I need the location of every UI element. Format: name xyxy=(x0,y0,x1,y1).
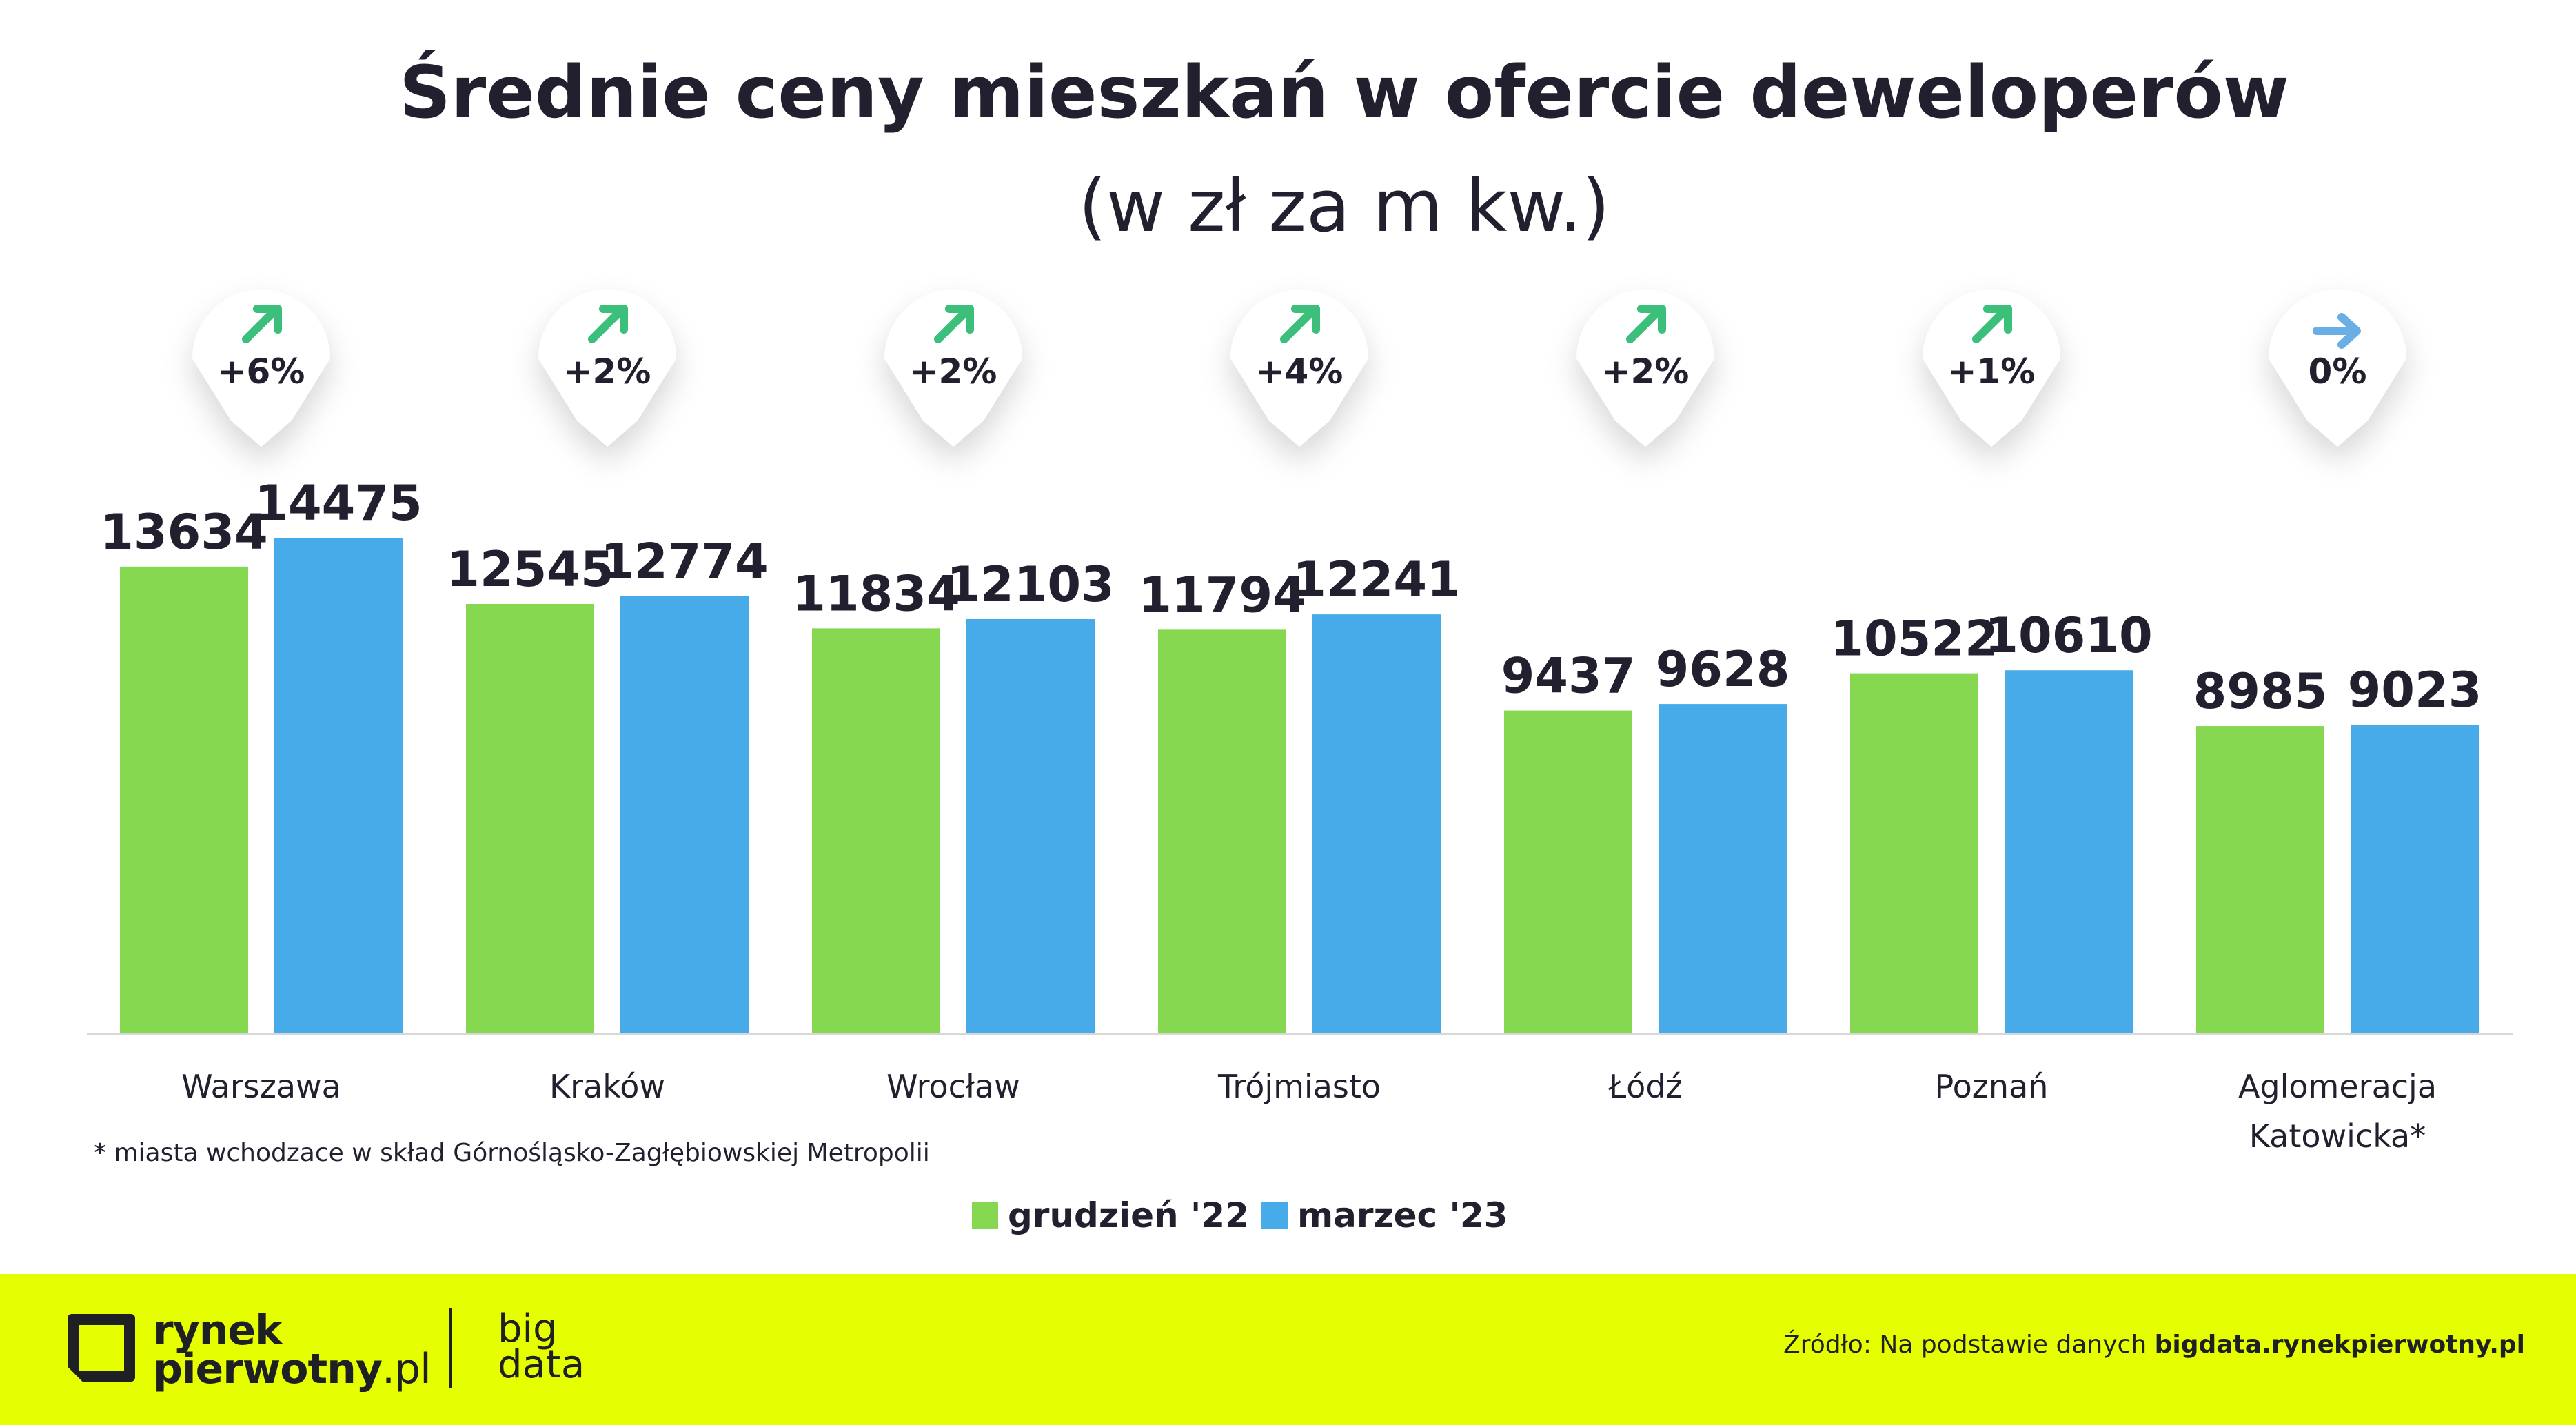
arrow-up-right-icon xyxy=(1972,305,2012,343)
value-label-poznan-series-2: 10610 xyxy=(1985,607,2153,664)
rynekpierwotny-logo[interactable]: rynek pierwotny.pl big data xyxy=(63,1304,629,1394)
bar-trojmiasto-series-1 xyxy=(1158,629,1286,1034)
legend-swatch-2 xyxy=(1261,1202,1288,1229)
arrow-up-right-icon xyxy=(242,305,282,343)
bar-aglomeracja-katowicka-series-2 xyxy=(2351,725,2479,1034)
value-label-wroclaw-series-1: 11834 xyxy=(792,565,960,622)
value-label-krakow-series-2: 12774 xyxy=(600,534,769,590)
category-label-aglomeracja-katowicka-line-2: Katowicka* xyxy=(2249,1118,2426,1155)
source-note: Źródło: Na podstawie danych bigdata.ryne… xyxy=(1783,1331,2525,1359)
legend-item-1: grudzień '22 xyxy=(972,1195,1249,1235)
bar-group-aglomeracja-katowicka: 8985 9023 Aglomeracja Katowicka* xyxy=(2193,662,2482,1155)
change-badge-bubble xyxy=(884,290,1022,447)
change-label-wroclaw: +2% xyxy=(910,352,997,392)
logo-brand: pierwotny xyxy=(153,1345,383,1393)
source-prefix: Źródło: Na podstawie danych xyxy=(1783,1331,2155,1359)
bar-poznan-series-1 xyxy=(1850,673,1978,1034)
value-label-lodz-series-1: 9437 xyxy=(1501,648,1636,705)
logo-divider xyxy=(449,1308,452,1388)
change-badge-bubble xyxy=(538,289,677,447)
logo-text-line1: rynek xyxy=(153,1306,283,1355)
logo-domain: .pl xyxy=(381,1345,432,1393)
change-badge-wroclaw: +2% xyxy=(884,290,1022,447)
change-label-aglomeracja-katowicka: 0% xyxy=(2309,352,2367,392)
bar-krakow-series-2 xyxy=(620,596,749,1034)
change-badge-aglomeracja-katowicka: 0% xyxy=(2269,290,2406,447)
arrow-up-right-icon xyxy=(588,305,628,343)
bar-wroclaw-series-2 xyxy=(966,618,1095,1034)
legend-swatch-1 xyxy=(972,1202,998,1229)
arrow-up-right-icon xyxy=(1280,305,1320,343)
value-label-warszawa-series-2: 14475 xyxy=(254,475,423,532)
arrow-up-right-icon xyxy=(934,305,974,343)
change-label-poznan: +1% xyxy=(1948,352,2036,392)
legend-label-1: grudzień '22 xyxy=(1008,1195,1249,1235)
footer-bar xyxy=(0,1274,2576,1425)
value-label-lodz-series-2: 9628 xyxy=(1656,641,1790,698)
change-badge-lodz: +2% xyxy=(1576,290,1714,447)
bar-lodz-series-1 xyxy=(1504,710,1632,1034)
legend-item-2: marzec '23 xyxy=(1261,1195,1508,1235)
change-badge-bubble xyxy=(1230,290,1368,447)
value-label-krakow-series-1: 12545 xyxy=(446,541,614,598)
change-badge-bubble xyxy=(1923,290,2060,447)
category-label-aglomeracja-katowicka-line-1: Aglomeracja xyxy=(2238,1068,2437,1105)
change-badge-bubble xyxy=(1576,290,1714,447)
category-label-wroclaw: Wrocław xyxy=(886,1068,1020,1105)
bar-warszawa-series-2 xyxy=(274,538,403,1034)
bar-krakow-series-1 xyxy=(466,604,594,1034)
change-label-trojmiasto: +4% xyxy=(1256,352,1343,392)
bar-trojmiasto-series-2 xyxy=(1312,614,1441,1034)
value-label-aglomeracja-katowicka-series-2: 9023 xyxy=(2348,662,2482,718)
logo-square-icon xyxy=(68,1314,135,1382)
chart: Średnie ceny mieszkań w ofercie dewelope… xyxy=(87,50,2513,1235)
value-label-trojmiasto-series-1: 11794 xyxy=(1138,567,1306,623)
category-label-lodz: Łódź xyxy=(1608,1068,1682,1105)
category-label-trojmiasto: Trójmiasto xyxy=(1217,1068,1381,1105)
change-label-krakow: +2% xyxy=(564,352,651,392)
value-label-trojmiasto-series-2: 12241 xyxy=(1292,552,1461,608)
bar-lodz-series-2 xyxy=(1659,704,1787,1034)
logo-text-line2: pierwotny.pl xyxy=(153,1345,432,1393)
legend-label-2: marzec '23 xyxy=(1297,1195,1508,1235)
chart-title: Średnie ceny mieszkań w ofercie dewelope… xyxy=(399,50,2289,134)
change-label-warszawa: +6% xyxy=(218,352,305,392)
change-badge-poznan: +1% xyxy=(1923,290,2060,447)
change-badge-bubble xyxy=(2269,290,2406,447)
category-label-poznan: Poznań xyxy=(1935,1068,2049,1105)
value-label-warszawa-series-1: 13634 xyxy=(100,504,268,560)
change-badge-trojmiasto: +4% xyxy=(1230,290,1368,447)
bar-wroclaw-series-1 xyxy=(812,628,940,1034)
change-badge-bubble xyxy=(192,290,330,447)
change-badge-warszawa: +6% xyxy=(192,290,330,447)
bigdata-logo-big: big xyxy=(498,1306,558,1351)
value-label-aglomeracja-katowicka-series-1: 8985 xyxy=(2193,663,2328,720)
category-label-krakow: Kraków xyxy=(549,1068,665,1105)
arrow-right-icon xyxy=(2313,313,2361,349)
bar-group-lodz: 9437 9628 Łódź xyxy=(1501,641,1790,1105)
bar-poznan-series-2 xyxy=(2005,670,2133,1034)
chart-subtitle: (w zł za m kw.) xyxy=(1078,164,1610,248)
category-label-warszawa: Warszawa xyxy=(181,1068,341,1105)
value-label-poznan-series-1: 10522 xyxy=(1830,611,1998,667)
arrow-up-right-icon xyxy=(1626,305,1666,343)
bar-warszawa-series-1 xyxy=(120,566,248,1034)
bar-aglomeracja-katowicka-series-1 xyxy=(2196,726,2324,1034)
change-label-lodz: +2% xyxy=(1602,352,1690,392)
footnote: * miasta wchodzace w skład Górnośląsko-Z… xyxy=(94,1139,930,1167)
change-badge-krakow: +2% xyxy=(538,289,677,447)
bigdata-logo-data: data xyxy=(498,1342,585,1387)
value-label-wroclaw-series-2: 12103 xyxy=(946,556,1115,613)
source-link[interactable]: bigdata.rynekpierwotny.pl xyxy=(2154,1331,2525,1359)
